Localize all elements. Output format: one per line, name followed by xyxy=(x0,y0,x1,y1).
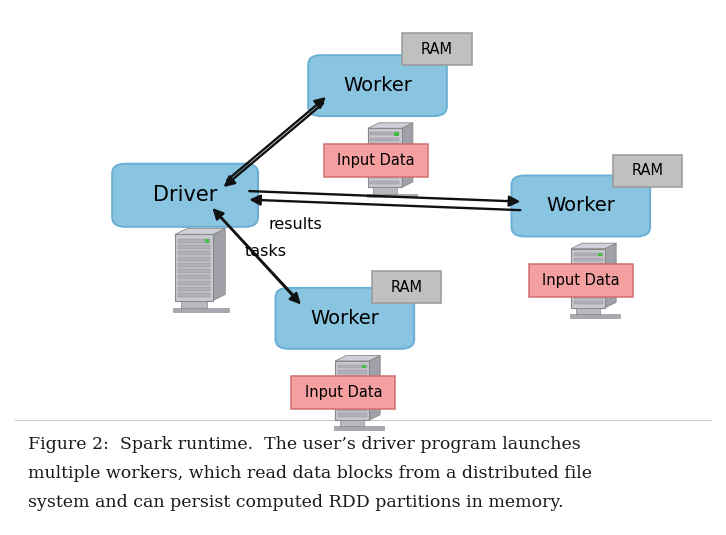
FancyBboxPatch shape xyxy=(338,386,367,389)
FancyBboxPatch shape xyxy=(174,308,229,312)
FancyBboxPatch shape xyxy=(576,308,600,314)
Text: system and can persist computed RDD partitions in memory.: system and can persist computed RDD part… xyxy=(28,494,563,511)
FancyBboxPatch shape xyxy=(175,234,213,301)
FancyBboxPatch shape xyxy=(372,271,441,303)
Text: Input Data: Input Data xyxy=(305,385,382,400)
FancyBboxPatch shape xyxy=(178,245,210,249)
FancyBboxPatch shape xyxy=(373,187,396,194)
Text: Driver: Driver xyxy=(153,185,217,205)
FancyBboxPatch shape xyxy=(370,154,399,157)
FancyBboxPatch shape xyxy=(178,293,210,296)
FancyBboxPatch shape xyxy=(205,239,209,242)
Polygon shape xyxy=(175,228,225,234)
Polygon shape xyxy=(401,123,413,187)
FancyBboxPatch shape xyxy=(334,426,384,430)
FancyBboxPatch shape xyxy=(362,365,366,368)
FancyBboxPatch shape xyxy=(370,170,399,173)
FancyBboxPatch shape xyxy=(370,132,399,135)
FancyBboxPatch shape xyxy=(338,381,367,384)
Text: Figure 2:  Spark runtime.  The user’s driver program launches: Figure 2: Spark runtime. The user’s driv… xyxy=(28,436,580,453)
FancyBboxPatch shape xyxy=(529,264,633,297)
Polygon shape xyxy=(335,356,380,361)
Text: tasks: tasks xyxy=(245,244,287,259)
FancyBboxPatch shape xyxy=(338,398,367,400)
FancyBboxPatch shape xyxy=(178,251,210,255)
FancyBboxPatch shape xyxy=(574,274,603,277)
FancyBboxPatch shape xyxy=(338,414,367,417)
FancyBboxPatch shape xyxy=(178,275,210,279)
FancyBboxPatch shape xyxy=(574,291,603,294)
FancyBboxPatch shape xyxy=(511,175,650,236)
FancyBboxPatch shape xyxy=(340,420,364,426)
Text: Input Data: Input Data xyxy=(338,153,415,168)
FancyBboxPatch shape xyxy=(370,159,399,162)
FancyBboxPatch shape xyxy=(574,269,603,272)
Polygon shape xyxy=(369,356,380,420)
Text: RAM: RAM xyxy=(421,42,453,57)
FancyBboxPatch shape xyxy=(324,144,428,177)
FancyBboxPatch shape xyxy=(178,263,210,266)
FancyBboxPatch shape xyxy=(574,263,603,266)
FancyBboxPatch shape xyxy=(338,370,367,373)
FancyBboxPatch shape xyxy=(574,279,603,282)
FancyBboxPatch shape xyxy=(370,143,399,146)
FancyBboxPatch shape xyxy=(394,132,399,135)
FancyBboxPatch shape xyxy=(574,296,603,299)
FancyBboxPatch shape xyxy=(574,301,603,304)
FancyBboxPatch shape xyxy=(178,257,210,261)
Polygon shape xyxy=(368,123,413,128)
Text: results: results xyxy=(269,217,322,232)
FancyBboxPatch shape xyxy=(309,55,446,116)
FancyBboxPatch shape xyxy=(178,269,210,272)
FancyBboxPatch shape xyxy=(574,258,603,261)
FancyBboxPatch shape xyxy=(570,314,620,318)
FancyBboxPatch shape xyxy=(178,239,210,242)
Text: multiple workers, which read data blocks from a distributed file: multiple workers, which read data blocks… xyxy=(28,465,592,482)
FancyBboxPatch shape xyxy=(367,194,417,197)
FancyBboxPatch shape xyxy=(597,253,602,256)
FancyBboxPatch shape xyxy=(338,408,367,411)
Polygon shape xyxy=(213,228,225,301)
FancyBboxPatch shape xyxy=(178,287,210,291)
FancyBboxPatch shape xyxy=(370,175,399,179)
FancyBboxPatch shape xyxy=(291,376,395,409)
FancyBboxPatch shape xyxy=(275,288,414,349)
FancyBboxPatch shape xyxy=(335,361,369,420)
FancyBboxPatch shape xyxy=(402,33,472,65)
FancyBboxPatch shape xyxy=(338,403,367,406)
FancyBboxPatch shape xyxy=(338,365,367,368)
FancyBboxPatch shape xyxy=(338,376,367,379)
Text: Worker: Worker xyxy=(547,196,615,216)
FancyBboxPatch shape xyxy=(178,281,210,285)
FancyBboxPatch shape xyxy=(112,164,258,227)
FancyBboxPatch shape xyxy=(370,148,399,151)
FancyBboxPatch shape xyxy=(338,392,367,395)
FancyBboxPatch shape xyxy=(574,285,603,288)
FancyBboxPatch shape xyxy=(370,165,399,167)
Text: Worker: Worker xyxy=(343,76,412,95)
Text: Worker: Worker xyxy=(311,309,379,328)
Polygon shape xyxy=(571,243,616,249)
Polygon shape xyxy=(605,243,616,308)
Text: RAM: RAM xyxy=(391,280,423,295)
Text: RAM: RAM xyxy=(632,163,664,178)
FancyBboxPatch shape xyxy=(368,128,401,187)
FancyBboxPatch shape xyxy=(370,181,399,184)
FancyBboxPatch shape xyxy=(181,301,207,308)
FancyBboxPatch shape xyxy=(370,137,399,141)
FancyBboxPatch shape xyxy=(571,249,605,308)
FancyBboxPatch shape xyxy=(574,253,603,256)
FancyBboxPatch shape xyxy=(613,155,682,187)
Text: Input Data: Input Data xyxy=(542,273,619,288)
